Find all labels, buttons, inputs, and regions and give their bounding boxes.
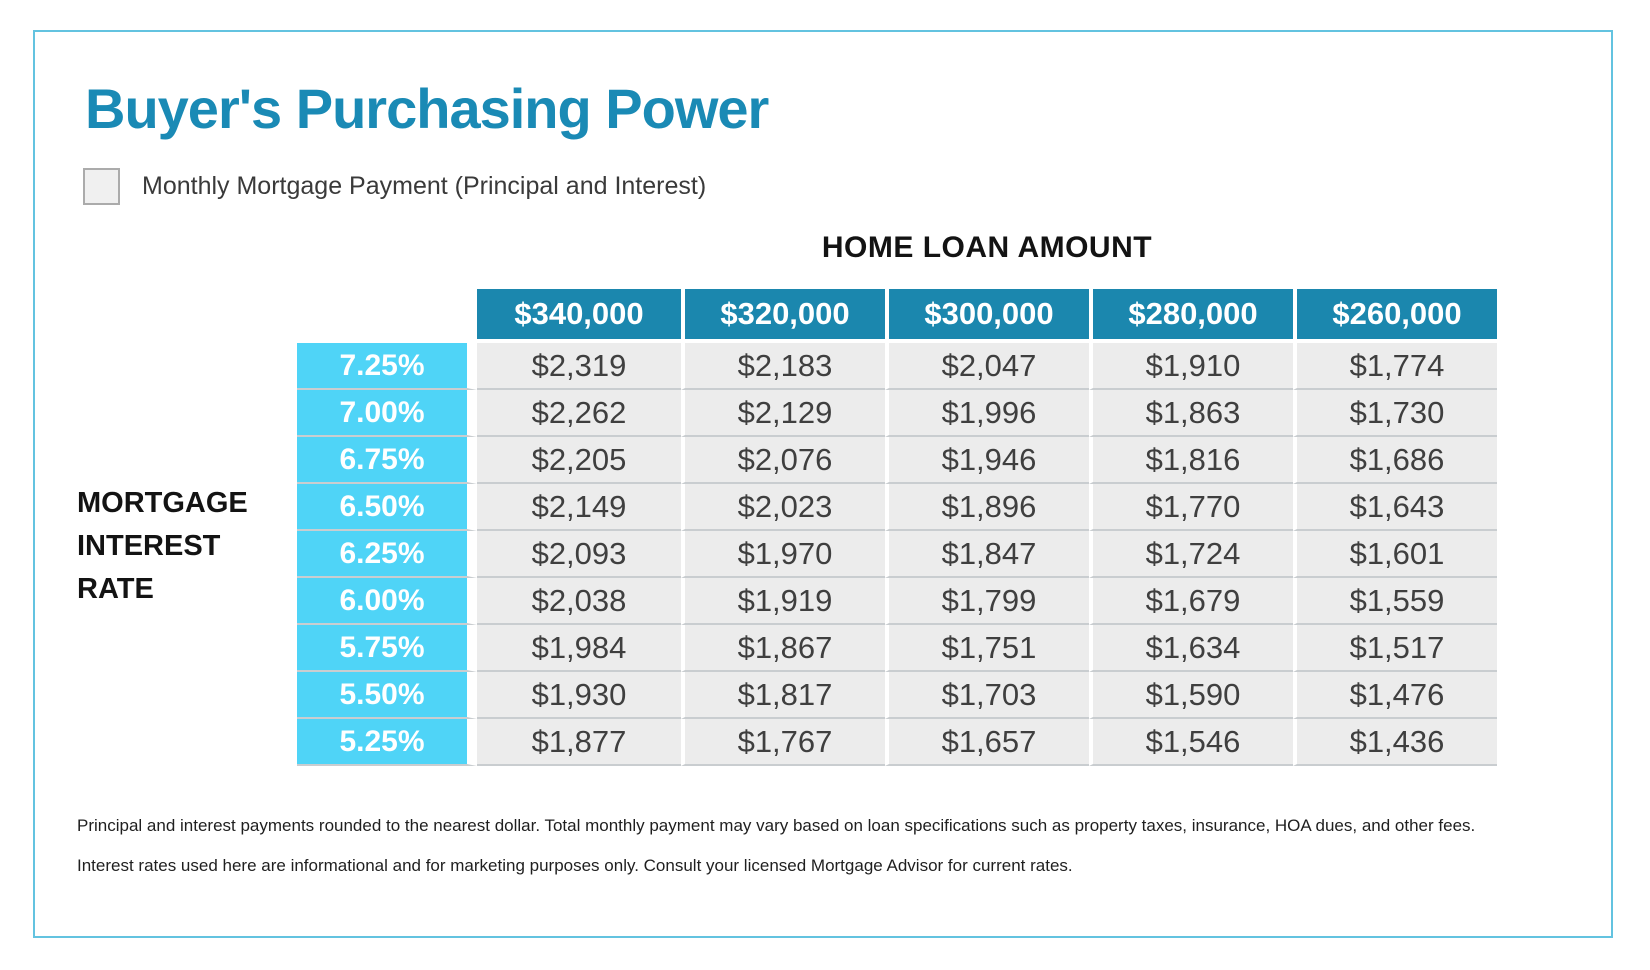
payment-cell: $2,183 <box>681 343 885 390</box>
payment-cell: $1,730 <box>1293 390 1497 437</box>
payment-cell: $1,863 <box>1089 390 1293 437</box>
payment-cell: $2,149 <box>477 484 681 531</box>
payment-cell: $1,601 <box>1293 531 1497 578</box>
loan-amount-header: $340,000 <box>477 289 681 343</box>
payment-cell: $1,590 <box>1089 672 1293 719</box>
payment-cell: $1,476 <box>1293 672 1497 719</box>
table-row: 6.25% $2,093 $1,970 $1,847 $1,724 $1,601 <box>297 531 1497 578</box>
payment-cell: $2,076 <box>681 437 885 484</box>
table-row: 6.00% $2,038 $1,919 $1,799 $1,679 $1,559 <box>297 578 1497 625</box>
loan-amount-header: $260,000 <box>1293 289 1497 343</box>
payment-cell: $1,877 <box>477 719 681 766</box>
payment-cell: $1,767 <box>681 719 885 766</box>
payment-cell: $1,896 <box>885 484 1089 531</box>
payment-cell: $1,799 <box>885 578 1089 625</box>
payment-cell: $1,984 <box>477 625 681 672</box>
column-group-label: HOME LOAN AMOUNT <box>821 231 1153 264</box>
payment-cell: $1,643 <box>1293 484 1497 531</box>
payment-cell: $1,910 <box>1089 343 1293 390</box>
interest-rate-cell: 5.75% <box>297 625 477 672</box>
table-header: $340,000 $320,000 $300,000 $280,000 $260,000 <box>297 289 1497 343</box>
infographic-card: Buyer's Purchasing Power Monthly Mortgag… <box>33 30 1613 938</box>
payment-cell: $1,517 <box>1293 625 1497 672</box>
payment-cell: $1,703 <box>885 672 1089 719</box>
payment-cell: $1,546 <box>1089 719 1293 766</box>
loan-amount-header: $300,000 <box>885 289 1089 343</box>
payment-cell: $2,093 <box>477 531 681 578</box>
payment-cell: $2,023 <box>681 484 885 531</box>
disclaimer-line-1: Principal and interest payments rounded … <box>77 816 1476 835</box>
payment-cell: $1,774 <box>1293 343 1497 390</box>
loan-amount-header: $320,000 <box>681 289 885 343</box>
payment-cell: $1,634 <box>1089 625 1293 672</box>
payment-cell: $1,559 <box>1293 578 1497 625</box>
payment-cell: $2,038 <box>477 578 681 625</box>
payment-cell: $1,686 <box>1293 437 1497 484</box>
legend: Monthly Mortgage Payment (Principal and … <box>83 168 706 205</box>
table-row: 5.25% $1,877 $1,767 $1,657 $1,546 $1,436 <box>297 719 1497 766</box>
payment-cell: $2,129 <box>681 390 885 437</box>
table-row: 6.75% $2,205 $2,076 $1,946 $1,816 $1,686 <box>297 437 1497 484</box>
payment-cell: $1,816 <box>1089 437 1293 484</box>
table-row: 7.00% $2,262 $2,129 $1,996 $1,863 $1,730 <box>297 390 1497 437</box>
table-row: 7.25% $2,319 $2,183 $2,047 $1,910 $1,774 <box>297 343 1497 390</box>
row-group-label: MORTGAGE INTEREST RATE <box>77 487 248 605</box>
payment-cell: $1,970 <box>681 531 885 578</box>
payment-cell: $1,867 <box>681 625 885 672</box>
interest-rate-cell: 7.00% <box>297 390 477 437</box>
payment-cell: $1,996 <box>885 390 1089 437</box>
payment-cell: $1,436 <box>1293 719 1497 766</box>
payment-cell: $1,847 <box>885 531 1089 578</box>
interest-rate-cell: 7.25% <box>297 343 477 390</box>
interest-rate-cell: 5.50% <box>297 672 477 719</box>
table-row: 5.75% $1,984 $1,867 $1,751 $1,634 $1,517 <box>297 625 1497 672</box>
payment-cell: $1,919 <box>681 578 885 625</box>
interest-rate-cell: 6.50% <box>297 484 477 531</box>
payment-cell: $1,946 <box>885 437 1089 484</box>
payment-cell: $1,724 <box>1089 531 1293 578</box>
disclaimer: Principal and interest payments rounded … <box>77 814 1567 893</box>
page-title: Buyer's Purchasing Power <box>85 77 769 140</box>
legend-label: Monthly Mortgage Payment (Principal and … <box>142 172 707 200</box>
payment-cell: $1,770 <box>1089 484 1293 531</box>
payment-cell: $2,205 <box>477 437 681 484</box>
table-row: 5.50% $1,930 $1,817 $1,703 $1,590 $1,476 <box>297 672 1497 719</box>
payment-cell: $1,679 <box>1089 578 1293 625</box>
interest-rate-cell: 6.25% <box>297 531 477 578</box>
payment-cell: $1,751 <box>885 625 1089 672</box>
table-row: 6.50% $2,149 $2,023 $1,896 $1,770 $1,643 <box>297 484 1497 531</box>
payment-cell: $2,262 <box>477 390 681 437</box>
payment-cell: $2,319 <box>477 343 681 390</box>
interest-rate-cell: 5.25% <box>297 719 477 766</box>
payment-cell: $1,817 <box>681 672 885 719</box>
interest-rate-cell: 6.00% <box>297 578 477 625</box>
interest-rate-cell: 6.75% <box>297 437 477 484</box>
payment-cell: $1,930 <box>477 672 681 719</box>
disclaimer-line-2: Interest rates used here are information… <box>77 855 1073 875</box>
loan-amount-header: $280,000 <box>1089 289 1293 343</box>
table-corner-spacer <box>297 289 477 343</box>
header-row: $340,000 $320,000 $300,000 $280,000 $260,000 <box>297 289 1497 343</box>
table-body: 7.25% $2,319 $2,183 $2,047 $1,910 $1,774 7.00%… <box>297 343 1497 766</box>
legend-swatch <box>83 168 120 205</box>
payment-cell: $1,657 <box>885 719 1089 766</box>
payment-table: $340,000 $320,000 $300,000 $280,000 $260,000… <box>297 289 1497 766</box>
payment-cell: $2,047 <box>885 343 1089 390</box>
